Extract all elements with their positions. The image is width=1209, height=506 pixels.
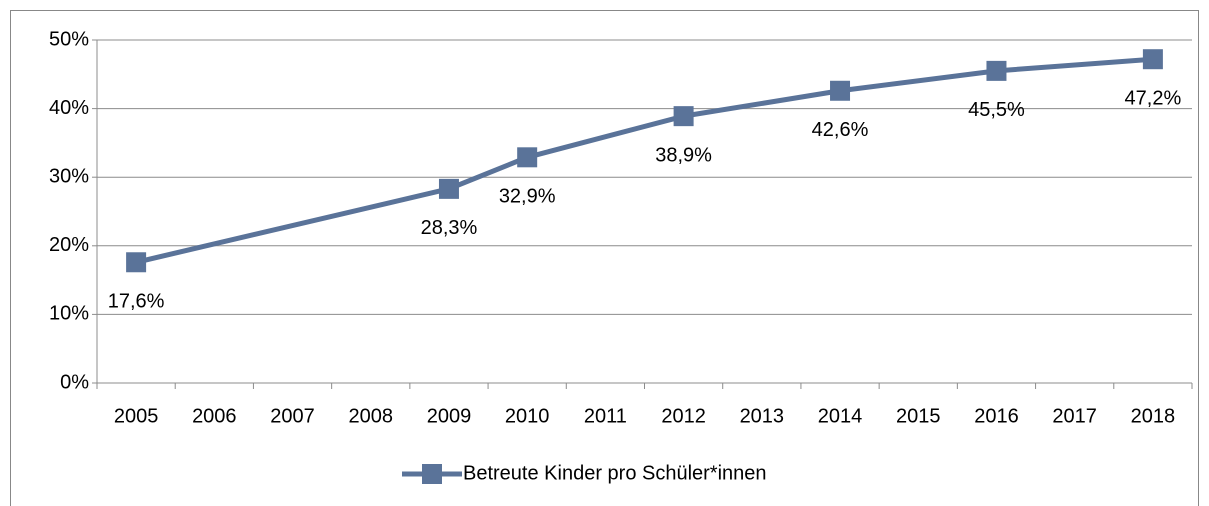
legend-marker — [422, 464, 442, 484]
x-tick-label: 2017 — [1052, 405, 1097, 427]
data-marker — [673, 106, 694, 127]
x-tick-label: 2013 — [740, 405, 785, 427]
x-tick-label: 2005 — [114, 405, 159, 427]
y-tick-label: 30% — [49, 165, 89, 187]
y-tick-label: 50% — [49, 28, 89, 50]
data-marker — [438, 178, 459, 199]
data-line — [135, 56, 1154, 265]
data-marker — [126, 252, 147, 273]
y-tick-label: 0% — [60, 371, 89, 393]
data-label: 42,6% — [812, 119, 869, 141]
data-marker — [830, 80, 851, 101]
data-label: 28,3% — [421, 217, 478, 239]
y-tick-label: 10% — [49, 303, 89, 325]
y-tick-label: 40% — [49, 97, 89, 119]
data-label: 17,6% — [108, 291, 165, 313]
x-tick-label: 2014 — [818, 405, 863, 427]
data-label: 47,2% — [1125, 87, 1182, 109]
legend-label: Betreute Kinder pro Schüler*innen — [463, 462, 767, 484]
data-label: 32,9% — [499, 186, 556, 208]
x-tick-label: 2011 — [584, 405, 627, 427]
x-tick-label: 2008 — [349, 405, 394, 427]
data-marker — [986, 60, 1007, 81]
x-tick-label: 2006 — [192, 405, 237, 427]
x-tick-label: 2016 — [974, 405, 1019, 427]
x-tick-label: 2007 — [270, 405, 315, 427]
x-tick-label: 2018 — [1131, 405, 1176, 427]
x-tick-label: 2010 — [505, 405, 550, 427]
y-tick-label: 20% — [49, 234, 89, 256]
x-tick-label: 2009 — [427, 405, 472, 427]
chart-border — [10, 10, 1199, 506]
data-label: 45,5% — [968, 99, 1025, 121]
data-label: 38,9% — [655, 144, 712, 166]
data-marker — [1142, 49, 1163, 70]
data-marker — [517, 147, 538, 168]
x-tick-label: 2015 — [896, 405, 941, 427]
x-tick-label: 2012 — [661, 405, 706, 427]
